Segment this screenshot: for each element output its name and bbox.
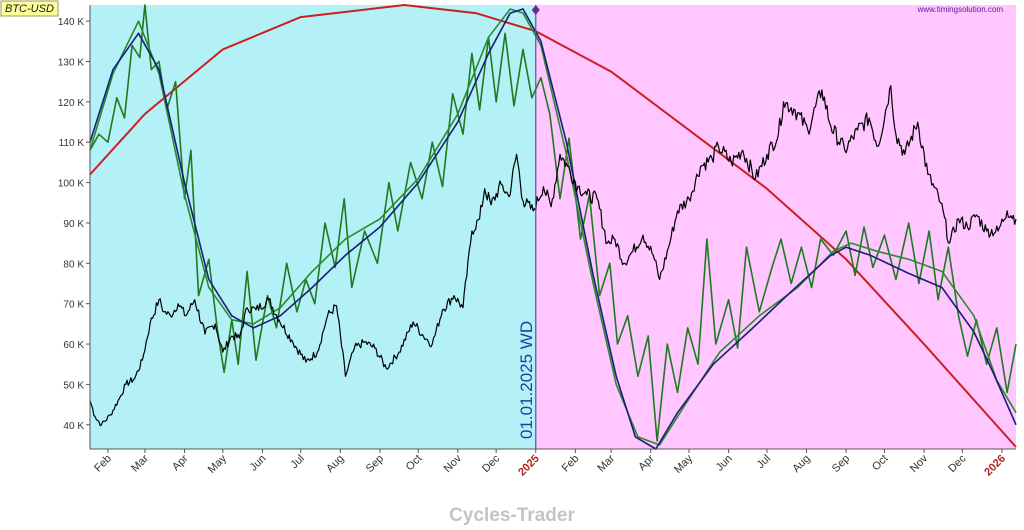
series-cycle-navy	[89, 8, 1017, 450]
x-month-label: Sep	[364, 453, 386, 475]
x-month-label: Jul	[288, 453, 306, 471]
x-month-label: Jun	[714, 453, 735, 474]
symbol-badge-box	[0, 0, 59, 17]
x-month-label: Oct	[404, 453, 425, 474]
x-month-label: Aug	[324, 453, 346, 475]
x-year-label: 2025	[516, 453, 542, 479]
y-tick-label: 100 K	[58, 179, 84, 190]
watermark-text: www.timingsolution.com	[917, 5, 1004, 14]
y-tick-label: 80 K	[63, 259, 84, 270]
forecast-background	[535, 5, 1016, 449]
divider: 01.01.2025 WD	[517, 5, 540, 449]
footer-title: Cycles-Trader	[449, 505, 575, 526]
x-month-label: May	[672, 452, 696, 476]
x-month-label: Apr	[170, 452, 191, 473]
y-axis: 40 K 50 K 60 K 70 K 80 K 90 K 100 K 110 K 120 K 1…	[58, 5, 91, 449]
y-tick-label: 140 K	[58, 17, 84, 28]
x-month-label: Mar	[595, 452, 617, 474]
plot-backgrounds	[90, 5, 1016, 449]
y-tick-label: 40 K	[63, 421, 84, 432]
x-month-label: Jul	[755, 453, 773, 471]
y-tick-label: 70 K	[63, 300, 84, 311]
x-month-label: Dec	[946, 452, 969, 475]
divider-label: 01.01.2025 WD	[517, 321, 536, 439]
x-month-label: Nov	[442, 452, 465, 475]
x-axis: Feb Mar Apr May Jun Jul Aug Sep Oct Nov Dec 2025 Feb…	[90, 448, 1016, 479]
y-tick-label: 130 K	[58, 58, 84, 69]
x-month-label: Dec	[480, 452, 503, 475]
series-cycle-green	[89, 8, 1017, 446]
y-tick-label: 110 K	[59, 138, 85, 149]
x-month-label: Aug	[790, 453, 812, 475]
y-tick-label: 120 K	[58, 98, 84, 109]
x-month-label: Sep	[830, 453, 852, 475]
x-month-label: Feb	[92, 453, 114, 475]
x-month-label: Jun	[248, 453, 269, 474]
x-month-label: Apr	[636, 452, 657, 473]
x-month-label: Nov	[908, 452, 931, 475]
symbol-label: BTC-USD	[5, 3, 54, 15]
history-background	[90, 5, 536, 449]
x-month-label: Oct	[870, 453, 891, 474]
x-month-label: May	[206, 452, 230, 476]
symbol-badge: BTC-USD	[0, 0, 59, 17]
y-tick-label: 60 K	[63, 340, 84, 351]
x-month-label: Feb	[560, 453, 582, 475]
divider-marker	[531, 5, 540, 15]
y-tick-label: 50 K	[63, 380, 84, 391]
y-tick-label: 90 K	[63, 219, 84, 230]
series-price	[89, 85, 1017, 427]
x-month-label: Mar	[129, 452, 151, 474]
x-year-label: 2026	[982, 453, 1008, 479]
